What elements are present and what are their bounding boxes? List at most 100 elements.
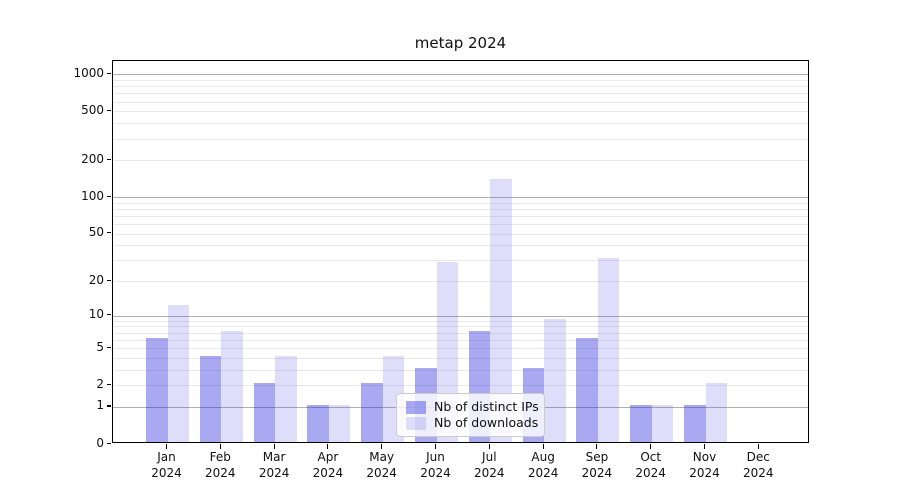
x-tick-year-apr: 2024 (312, 465, 344, 480)
bar-ips-may (361, 383, 383, 442)
x-tick-month-jun: Jun (426, 450, 445, 464)
gridline-minor-90 (113, 202, 808, 204)
chart-title: metap 2024 (414, 34, 507, 52)
y-tick-label-2: 2 (96, 376, 104, 391)
y-tick-mark-2 (107, 383, 111, 385)
x-tick-year-aug: 2024 (527, 465, 559, 480)
y-tick-mark-100 (107, 195, 111, 197)
x-tick-label-aug: Aug 2024 (513, 450, 573, 481)
legend-label-distinct-ips: Nb of distinct IPs (434, 399, 539, 414)
gridline-minor-5 (113, 348, 808, 350)
x-tick-year-jan: 2024 (151, 465, 182, 480)
bar-ips-oct (630, 404, 652, 442)
gridline-minor-900 (113, 79, 808, 81)
x-tick-label-feb: Feb 2024 (190, 450, 250, 481)
legend-row-downloads: Nb of downloads (406, 415, 539, 431)
y-tick-label-1: 1 (96, 398, 104, 413)
gridline-minor-2 (113, 385, 808, 387)
x-tick-label-oct: Oct 2024 (621, 450, 681, 481)
x-tick-year-jul: 2024 (474, 465, 505, 480)
x-tick-month-oct: Oct (640, 450, 662, 464)
bar-ips-sep (576, 337, 598, 442)
gridline-minor-20 (113, 281, 808, 283)
bar-ips-nov (684, 404, 706, 442)
x-tick-mark-jan (165, 444, 168, 449)
gridline-minor-6 (113, 339, 808, 341)
gridline-minor-9 (113, 320, 808, 322)
x-tick-month-apr: Apr (317, 450, 339, 464)
x-tick-mark-sep (596, 444, 598, 449)
x-tick-month-may: May (369, 450, 395, 464)
gridline-minor-600 (113, 101, 808, 103)
gridline-minor-500 (113, 111, 808, 113)
bar-downloads-mar (275, 355, 297, 442)
bar-ips-jan (146, 337, 168, 442)
gridline-minor-80 (113, 208, 808, 210)
bar-downloads-sep (597, 258, 620, 442)
bar-downloads-feb (221, 330, 243, 442)
y-tick-mark-1 (107, 405, 111, 407)
x-tick-year-may: 2024 (366, 465, 397, 480)
gridline-minor-400 (113, 123, 808, 125)
bar-downloads-jul (490, 179, 512, 442)
gridline-minor-200 (113, 160, 808, 162)
legend-label-downloads: Nb of downloads (434, 415, 539, 430)
y-tick-label-10: 10 (88, 307, 104, 322)
x-tick-label-dec: Dec 2024 (728, 450, 788, 481)
gridline-minor-8 (113, 326, 808, 328)
bar-downloads-jan (167, 304, 189, 442)
x-tick-label-jul: Jul 2024 (459, 450, 519, 481)
y-tick-mark-200 (107, 158, 111, 160)
x-tick-year-feb: 2024 (205, 465, 236, 480)
x-tick-year-mar: 2024 (258, 465, 290, 480)
x-tick-label-apr: Apr 2024 (298, 450, 358, 481)
x-tick-mark-aug (542, 444, 544, 449)
bar-ips-mar (253, 383, 276, 442)
legend-swatch-downloads (406, 416, 426, 430)
x-tick-label-sep: Sep 2024 (567, 450, 627, 481)
y-tick-mark-500 (107, 109, 111, 111)
x-tick-label-mar: Mar 2024 (244, 450, 304, 481)
y-tick-mark-50 (107, 232, 111, 234)
gridline-minor-700 (113, 93, 808, 95)
bar-downloads-apr (328, 404, 351, 442)
x-tick-label-may: May 2024 (352, 450, 412, 481)
x-tick-mark-jun (434, 444, 437, 449)
gridline-major-1000 (113, 74, 808, 76)
x-tick-month-feb: Feb (209, 450, 231, 464)
x-tick-year-oct: 2024 (635, 465, 666, 480)
y-tick-mark-0 (107, 442, 111, 444)
bar-downloads-aug (544, 318, 566, 442)
legend-swatch-distinct-ips (406, 400, 426, 414)
gridline-minor-800 (113, 86, 808, 88)
x-tick-mark-jul (488, 444, 490, 449)
y-tick-mark-1000 (107, 72, 111, 74)
y-tick-label-200: 200 (81, 151, 104, 166)
x-tick-year-nov: 2024 (689, 465, 720, 480)
x-tick-year-dec: 2024 (743, 465, 774, 480)
gridline-minor-50 (113, 233, 808, 235)
x-tick-month-sep: Sep (585, 450, 609, 464)
y-tick-mark-10 (107, 314, 111, 316)
x-tick-mark-mar (273, 444, 275, 449)
y-tick-label-5: 5 (96, 339, 104, 354)
y-tick-label-500: 500 (81, 102, 104, 117)
y-tick-label-0: 0 (96, 435, 104, 450)
y-tick-label-20: 20 (88, 272, 104, 287)
bar-downloads-nov (705, 383, 727, 442)
gridline-minor-60 (113, 224, 808, 225)
y-tick-label-50: 50 (88, 225, 104, 240)
y-tick-mark-20 (107, 279, 111, 281)
gridline-minor-70 (113, 215, 808, 217)
gridline-minor-30 (113, 260, 808, 262)
gridline-major-100 (113, 197, 808, 198)
x-tick-label-jan: Jan 2024 (137, 450, 197, 481)
x-tick-month-dec: Dec (746, 450, 770, 464)
x-tick-mark-nov (703, 444, 706, 449)
gridline-minor-3 (113, 369, 808, 371)
legend-row-distinct-ips: Nb of distinct IPs (406, 399, 539, 415)
bar-ips-apr (307, 404, 329, 442)
x-tick-month-nov: Nov (692, 450, 717, 464)
bar-ips-feb (199, 355, 222, 442)
gridline-minor-4 (113, 357, 808, 359)
